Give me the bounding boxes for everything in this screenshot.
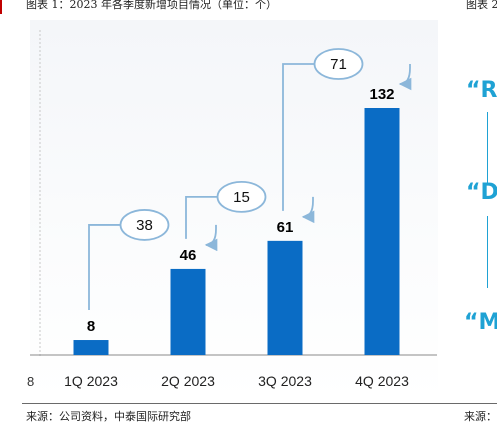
title-accent-mark xyxy=(0,0,2,14)
right-item-m: “M xyxy=(464,310,497,335)
bar-2 xyxy=(170,268,206,355)
category-label-2: 2Q 2023 xyxy=(161,373,215,389)
source-note: 来源：公司资料，中泰国际研究部 xyxy=(26,410,191,423)
increment-arrow-3 xyxy=(282,63,350,211)
value-label-4: 132 xyxy=(369,86,394,103)
figure-title-right: 图表 2 xyxy=(466,0,497,11)
right-connector-2 xyxy=(487,216,488,288)
source-rule xyxy=(22,403,497,404)
value-label-3: 61 xyxy=(277,219,294,236)
bar-4 xyxy=(364,108,400,355)
value-label-2: 46 xyxy=(180,247,197,264)
increment-label-3: 71 xyxy=(330,56,347,73)
increment-arrow-tail-3 xyxy=(398,64,412,91)
increment-bubble-1 xyxy=(119,209,170,241)
increment-arrow-tail-1 xyxy=(204,224,218,252)
increment-label-1: 38 xyxy=(136,217,153,234)
increment-bubble-3 xyxy=(313,48,364,80)
value-label-1: 8 xyxy=(87,318,95,335)
axis-clipped-tick: 8 xyxy=(27,374,34,389)
bar-1 xyxy=(73,340,109,355)
category-label-3: 3Q 2023 xyxy=(258,373,312,389)
source-note-right: 来源： xyxy=(464,410,497,423)
right-item-d: “D” xyxy=(466,180,497,205)
increment-arrow-tail-2 xyxy=(301,196,315,224)
category-label-1: 1Q 2023 xyxy=(64,373,118,389)
figure-title: 图表 1：2023 年各季度新增项目情况（单位：个） xyxy=(26,0,277,11)
right-panel: “R” “D” “M xyxy=(450,20,497,402)
bar-3 xyxy=(267,240,303,355)
category-label-4: 4Q 2023 xyxy=(355,373,409,389)
increment-label-2: 15 xyxy=(233,189,250,206)
right-item-r: “R” xyxy=(466,78,497,103)
right-connector-1 xyxy=(487,112,488,184)
increment-bubble-2 xyxy=(216,180,267,213)
